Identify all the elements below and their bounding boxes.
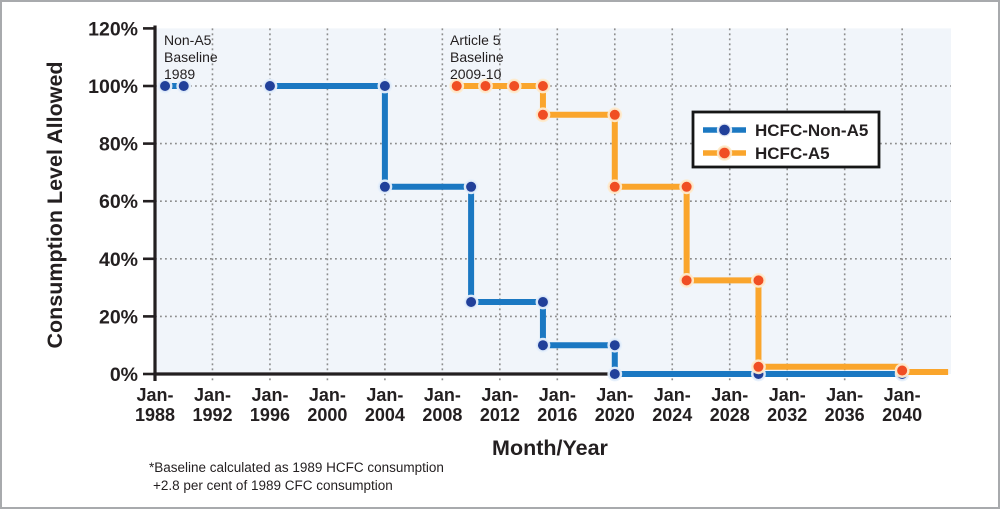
x-tick-label-year: 2008 xyxy=(422,405,462,425)
data-point-hcfc-non-a5 xyxy=(607,366,623,382)
data-point-hcfc-non-a5 xyxy=(607,337,623,353)
legend: HCFC-Non-A5 HCFC-A5 xyxy=(691,110,881,169)
annotation-line: Article 5 xyxy=(450,32,501,48)
data-point-hcfc-a5 xyxy=(506,78,522,94)
x-tick-label-prefix: Jan- xyxy=(884,385,921,405)
x-tick-label-prefix: Jan- xyxy=(251,385,288,405)
legend-label-a5: HCFC-A5 xyxy=(755,144,830,163)
legend-entry-a5: HCFC-A5 xyxy=(703,144,830,163)
x-tick-label-prefix: Jan- xyxy=(769,385,806,405)
annotation-line: Baseline xyxy=(450,49,504,65)
data-point-hcfc-non-a5 xyxy=(463,294,479,310)
x-tick-label-year: 2024 xyxy=(652,405,692,425)
data-point-hcfc-a5 xyxy=(449,78,465,94)
annotation-line: Baseline xyxy=(164,49,218,65)
data-point-hcfc-a5 xyxy=(679,272,695,288)
x-tick-label-year: 2028 xyxy=(710,405,750,425)
y-tick-label: 40% xyxy=(99,249,138,271)
legend-dot-non-a5 xyxy=(716,122,733,138)
x-tick-label-prefix: Jan- xyxy=(654,385,691,405)
data-point-hcfc-a5 xyxy=(535,107,551,123)
y-tick-label: 120% xyxy=(88,18,138,40)
x-tick-label-prefix: Jan- xyxy=(539,385,576,405)
data-point-hcfc-non-a5 xyxy=(157,78,173,94)
x-tick-label-year: 1988 xyxy=(135,405,175,425)
data-point-hcfc-non-a5 xyxy=(176,78,192,94)
x-tick-label-year: 2032 xyxy=(767,405,807,425)
y-tick-label: 100% xyxy=(88,76,138,98)
x-tick-label-year: 2020 xyxy=(595,405,635,425)
x-tick-label-year: 2004 xyxy=(365,405,405,425)
x-tick-label-prefix: Jan- xyxy=(194,385,231,405)
data-point-hcfc-a5 xyxy=(535,78,551,94)
annotation-non-a5-baseline: Non-A5 Baseline 1989 xyxy=(164,32,222,82)
data-point-hcfc-a5 xyxy=(894,363,910,378)
data-point-hcfc-a5 xyxy=(607,107,623,123)
footnote-line-1: *Baseline calculated as 1989 HCFC consum… xyxy=(149,460,444,475)
x-tick-label-year: 2016 xyxy=(537,405,577,425)
data-point-hcfc-a5 xyxy=(478,78,493,94)
x-tick-label-prefix: Jan- xyxy=(424,385,461,405)
annotation-line: Non-A5 xyxy=(164,32,212,48)
x-tick-label-year: 2040 xyxy=(882,405,922,425)
x-tick-label-prefix: Jan- xyxy=(826,385,863,405)
data-point-hcfc-a5 xyxy=(679,179,695,195)
x-axis-title: Month/Year xyxy=(492,436,609,460)
x-tick-label-prefix: Jan- xyxy=(366,385,403,405)
legend-label-non-a5: HCFC-Non-A5 xyxy=(755,121,868,140)
x-tick-label-prefix: Jan- xyxy=(481,385,518,405)
x-tick-label-prefix: Jan- xyxy=(309,385,346,405)
x-tick-label-prefix: Jan- xyxy=(136,385,173,405)
x-tick-label-year: 2000 xyxy=(307,405,347,425)
y-tick-label: 20% xyxy=(99,306,138,328)
plot-area: 0%20%40%60%80%100%120%Jan-1988Jan-1992Ja… xyxy=(88,18,951,425)
data-point-hcfc-a5 xyxy=(607,179,623,195)
data-point-hcfc-a5 xyxy=(751,272,766,288)
annotation-line: 1989 xyxy=(164,66,195,82)
x-tick-label-year: 1996 xyxy=(250,405,290,425)
y-axis-title: Consumption Level Allowed xyxy=(43,61,67,348)
x-tick-label-prefix: Jan- xyxy=(596,385,633,405)
data-point-hcfc-non-a5 xyxy=(262,78,278,94)
legend-entry-non-a5: HCFC-Non-A5 xyxy=(703,121,868,140)
data-point-hcfc-non-a5 xyxy=(535,337,551,353)
footnote: *Baseline calculated as 1989 HCFC consum… xyxy=(149,460,444,493)
data-point-hcfc-non-a5 xyxy=(377,179,393,195)
y-tick-label: 0% xyxy=(110,364,138,386)
y-tick-label: 80% xyxy=(99,134,138,156)
x-tick-label-year: 1992 xyxy=(192,405,232,425)
annotation-a5-baseline: Article 5 Baseline 2009-10 xyxy=(450,32,508,82)
data-point-hcfc-non-a5 xyxy=(463,179,479,195)
legend-dot-a5 xyxy=(716,145,733,161)
x-tick-label-prefix: Jan- xyxy=(711,385,748,405)
annotation-line: 2009-10 xyxy=(450,66,502,82)
footnote-line-2: +2.8 per cent of 1989 CFC consumption xyxy=(153,478,393,493)
series-line-hcfc-non-a5 xyxy=(269,83,903,377)
y-tick-label: 60% xyxy=(99,191,138,213)
x-tick-label-year: 2036 xyxy=(825,405,865,425)
x-tick-label-year: 2012 xyxy=(480,405,520,425)
data-point-hcfc-non-a5 xyxy=(535,294,551,310)
data-point-hcfc-a5 xyxy=(751,359,766,375)
data-point-hcfc-non-a5 xyxy=(377,78,393,94)
